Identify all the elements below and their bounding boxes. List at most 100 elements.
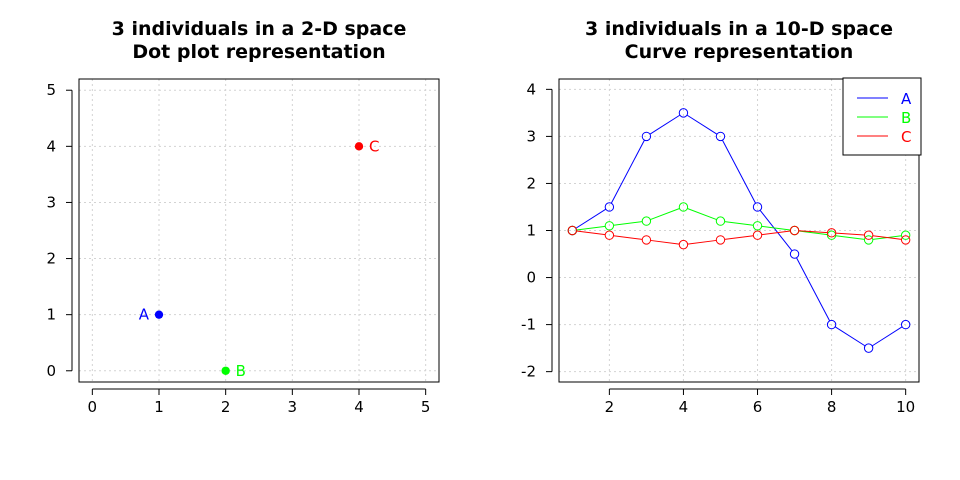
chart-left-plot-frame — [78, 78, 440, 383]
series-a-segment — [871, 326, 903, 347]
legend-c-label: C — [901, 128, 911, 146]
chart-left: 3 individuals in a 2-D space Dot plot re… — [46, 18, 440, 416]
point-label-a: A — [139, 306, 150, 324]
point-b — [221, 366, 230, 375]
chart-right-y-tick-label: 2 — [526, 174, 536, 192]
chart-left-grid — [79, 79, 439, 382]
series-a-point — [789, 249, 800, 259]
series-a-segment — [834, 326, 866, 347]
chart-right-x-tick-label: 2 — [605, 398, 615, 416]
point-label-c: C — [369, 137, 379, 155]
chart-left-y-tick-label: 0 — [46, 362, 56, 380]
series-b-point — [641, 216, 652, 226]
series-a-point — [863, 343, 874, 353]
series-a-segment — [649, 114, 681, 135]
chart-right: 3 individuals in a 10-D space Curve repr… — [521, 18, 922, 416]
series-b-segment — [798, 230, 828, 236]
series-b-segment — [761, 225, 791, 231]
chart-left-x-tick-label: 2 — [221, 398, 231, 416]
chart-left-y-tick-label: 4 — [46, 137, 56, 155]
chart-right-legend: ABC — [842, 77, 922, 156]
series-a-segment — [575, 208, 607, 229]
series-a-point — [604, 202, 615, 212]
point-a — [154, 310, 164, 319]
series-c-point — [604, 230, 615, 240]
chart-left-y-tick-label: 2 — [46, 250, 56, 268]
chart-left-x-tick-label: 0 — [88, 398, 98, 416]
chart-right-subtitle: Curve representation — [625, 41, 854, 63]
series-c-segment — [724, 235, 754, 240]
chart-right-y-tick-label: 0 — [526, 269, 536, 287]
series-b-segment — [687, 208, 717, 221]
legend-a-label: A — [901, 90, 912, 108]
series-a-point — [641, 131, 652, 142]
series-b-point — [715, 216, 726, 226]
legend-b-label: B — [901, 109, 911, 127]
series-b-segment — [576, 225, 606, 231]
chart-left-y-tick-label: 1 — [46, 306, 56, 324]
chart-left-subtitle: Dot plot representation — [132, 41, 385, 63]
series-c-segment — [613, 235, 643, 240]
series-b-segment — [724, 221, 754, 226]
series-c-point — [641, 235, 652, 245]
series-c-point — [826, 228, 837, 238]
series-c-point — [752, 230, 763, 240]
series-b-segment — [835, 235, 865, 240]
series-c-point — [678, 239, 689, 250]
chart-left-x-tick-label: 1 — [154, 398, 164, 416]
series-c-segment — [872, 235, 902, 240]
series-b-segment — [613, 221, 643, 226]
series-b-point — [826, 230, 837, 240]
chart-right-axes: 2 4 6 8 10 -2 -1 0 1 2 3 4 — [521, 80, 915, 416]
series-a-point — [826, 319, 837, 330]
series-c-segment — [576, 230, 606, 236]
chart-right-y-tick-label: -1 — [521, 316, 536, 334]
chart-right-y-tick-label: -2 — [521, 363, 536, 381]
chart-left-x-tick-label: 3 — [288, 398, 298, 416]
series-a-point — [715, 131, 726, 142]
chart-left-x-tick-label: 4 — [354, 398, 364, 416]
chart-right-y-tick-label: 3 — [526, 127, 536, 145]
chart-left-y-tick-label: 5 — [46, 81, 56, 99]
chart-left-points: A B C — [139, 137, 380, 379]
series-c-point — [715, 235, 726, 245]
point-c — [354, 142, 364, 151]
series-b-point — [863, 235, 874, 245]
series-c-point — [567, 225, 578, 236]
series-b-segment — [650, 208, 680, 221]
series-a-segment — [610, 139, 645, 204]
chart-right-x-tick-label: 8 — [827, 398, 837, 416]
series-c-point — [900, 235, 911, 245]
chart-right-x-tick-label: 6 — [753, 398, 763, 416]
chart-left-title: 3 individuals in a 2-D space — [112, 18, 407, 40]
chart-left-y-tick-label: 3 — [46, 193, 56, 211]
chart-right-y-tick-label: 1 — [526, 222, 536, 240]
series-a-segment — [686, 114, 718, 135]
series-a-point — [678, 108, 689, 118]
chart-right-x-tick-label: 4 — [679, 398, 689, 416]
series-a-point — [900, 319, 911, 330]
series-b-point — [604, 221, 615, 231]
chart-right-title: 3 individuals in a 10-D space — [585, 18, 893, 40]
series-c-segment — [650, 239, 680, 245]
chart-right-y-tick-label: 4 — [526, 80, 536, 98]
series-b-point — [752, 221, 763, 231]
series-a-segment — [721, 139, 757, 204]
series-c-segment — [835, 232, 865, 236]
chart-right-plot-frame — [558, 78, 920, 383]
series-b-point — [900, 230, 911, 240]
series-c-segment — [687, 239, 717, 245]
point-label-b: B — [236, 362, 246, 380]
series-b-point — [678, 202, 689, 212]
series-c-point — [863, 230, 874, 240]
chart-left-x-tick-label: 5 — [421, 398, 431, 416]
chart-right-grid — [559, 79, 919, 382]
series-a-segment — [796, 257, 831, 322]
chart-right-x-tick-label: 10 — [896, 398, 915, 416]
series-c-segment — [798, 230, 828, 234]
chart-left-axes: 0 1 2 3 4 5 0 1 2 3 4 5 — [46, 81, 430, 416]
series-a-segment — [759, 209, 793, 252]
series-c-point — [789, 225, 800, 236]
series-c-segment — [761, 230, 791, 236]
